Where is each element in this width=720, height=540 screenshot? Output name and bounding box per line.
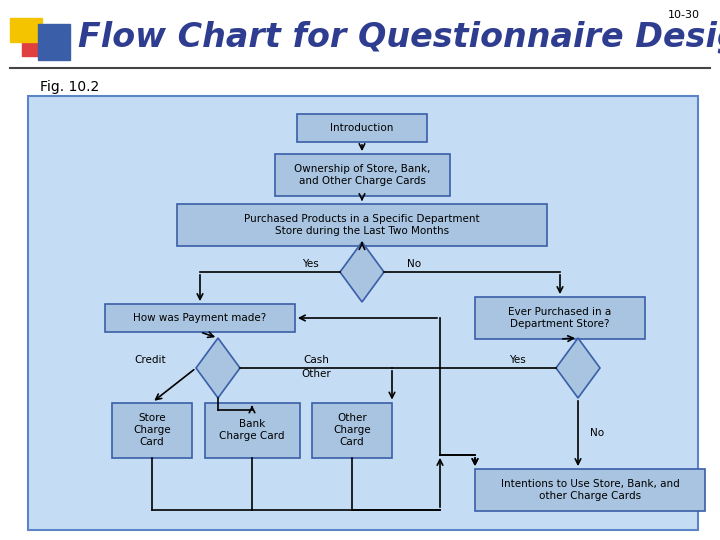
Text: Yes: Yes xyxy=(302,259,318,269)
Text: Ownership of Store, Bank,
and Other Charge Cards: Ownership of Store, Bank, and Other Char… xyxy=(294,164,430,186)
Text: No: No xyxy=(407,259,421,269)
FancyBboxPatch shape xyxy=(274,154,449,196)
FancyBboxPatch shape xyxy=(475,469,705,511)
Bar xyxy=(10,18,42,42)
Text: Ever Purchased in a
Department Store?: Ever Purchased in a Department Store? xyxy=(508,307,611,329)
Text: Flow Chart for Questionnaire Design: Flow Chart for Questionnaire Design xyxy=(78,22,720,55)
Text: Yes: Yes xyxy=(509,355,526,365)
Text: 10-30: 10-30 xyxy=(668,10,700,20)
Text: Intentions to Use Store, Bank, and
other Charge Cards: Intentions to Use Store, Bank, and other… xyxy=(500,479,680,501)
Text: Bank
Charge Card: Bank Charge Card xyxy=(220,419,284,441)
Text: How was Payment made?: How was Payment made? xyxy=(133,313,266,323)
Text: Credit: Credit xyxy=(135,355,166,365)
Polygon shape xyxy=(556,338,600,398)
Text: Introduction: Introduction xyxy=(330,123,394,133)
Text: Fig. 10.2: Fig. 10.2 xyxy=(40,80,99,94)
FancyBboxPatch shape xyxy=(204,402,300,457)
Text: Other: Other xyxy=(301,369,331,379)
Text: No: No xyxy=(590,428,604,438)
Polygon shape xyxy=(196,338,240,398)
Text: Purchased Products in a Specific Department
Store during the Last Two Months: Purchased Products in a Specific Departm… xyxy=(244,214,480,236)
FancyBboxPatch shape xyxy=(28,96,698,530)
Text: Cash: Cash xyxy=(303,355,329,365)
Bar xyxy=(38,24,70,60)
FancyBboxPatch shape xyxy=(312,402,392,457)
Polygon shape xyxy=(340,242,384,302)
FancyBboxPatch shape xyxy=(475,297,645,339)
FancyBboxPatch shape xyxy=(105,304,295,332)
Text: Other
Charge
Card: Other Charge Card xyxy=(333,414,371,447)
FancyBboxPatch shape xyxy=(177,204,547,246)
Bar xyxy=(22,32,54,56)
Text: Store
Charge
Card: Store Charge Card xyxy=(133,414,171,447)
FancyBboxPatch shape xyxy=(112,402,192,457)
FancyBboxPatch shape xyxy=(297,114,427,142)
